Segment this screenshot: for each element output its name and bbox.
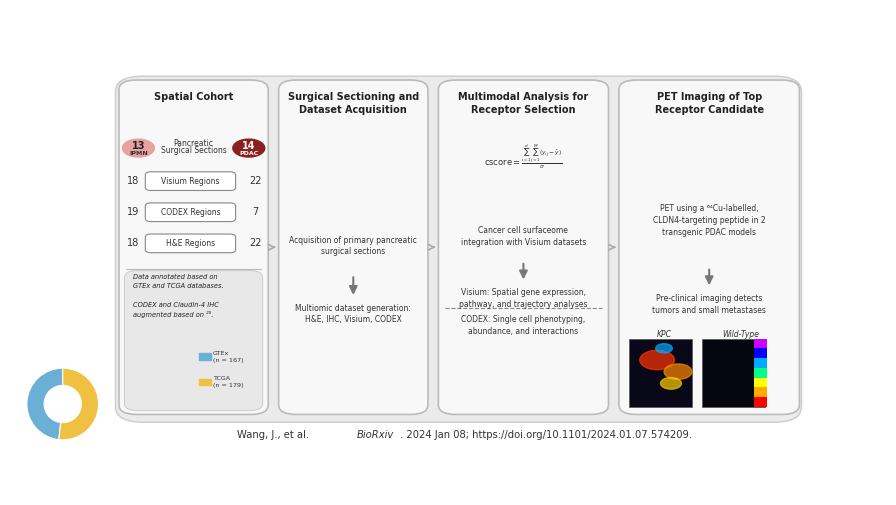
Text: Pre-clinical imaging detects
tumors and small metastases: Pre-clinical imaging detects tumors and … — [652, 294, 766, 315]
FancyBboxPatch shape — [754, 378, 767, 387]
Wedge shape — [27, 368, 63, 440]
Text: 19: 19 — [126, 207, 139, 217]
FancyBboxPatch shape — [145, 234, 236, 252]
Text: 22: 22 — [249, 176, 262, 186]
FancyBboxPatch shape — [754, 397, 767, 407]
Text: Surgical Sections: Surgical Sections — [160, 146, 227, 156]
FancyBboxPatch shape — [279, 80, 428, 415]
Bar — [199, 354, 211, 360]
Text: 18: 18 — [126, 176, 139, 186]
Text: 22: 22 — [249, 238, 262, 248]
Circle shape — [660, 378, 682, 389]
Circle shape — [233, 139, 265, 157]
Circle shape — [664, 364, 692, 379]
Wedge shape — [59, 368, 99, 440]
FancyBboxPatch shape — [619, 80, 799, 415]
FancyBboxPatch shape — [754, 368, 767, 378]
Text: CODEX Regions: CODEX Regions — [160, 208, 220, 217]
FancyBboxPatch shape — [754, 358, 767, 368]
Text: 7: 7 — [253, 207, 259, 217]
FancyBboxPatch shape — [438, 80, 608, 415]
Text: PDAC: PDAC — [239, 151, 258, 156]
Text: CODEX: Single cell phenotyping,
abundance, and interactions: CODEX: Single cell phenotyping, abundanc… — [461, 315, 586, 336]
Text: 18: 18 — [126, 238, 139, 248]
Text: KPC: KPC — [657, 330, 671, 339]
FancyBboxPatch shape — [754, 387, 767, 397]
Circle shape — [640, 350, 675, 370]
Text: Visium: Spatial gene expression,
pathway, and trajectory analyses: Visium: Spatial gene expression, pathway… — [459, 288, 588, 309]
FancyBboxPatch shape — [145, 203, 236, 222]
Text: Spatial Cohort: Spatial Cohort — [154, 92, 233, 102]
FancyBboxPatch shape — [754, 348, 767, 358]
Text: 13: 13 — [132, 141, 145, 151]
Text: Multimodal Analysis for
Receptor Selection: Multimodal Analysis for Receptor Selecti… — [459, 92, 589, 115]
Text: CODEX and Claudin-4 IHC
augmented based on ²⁵.: CODEX and Claudin-4 IHC augmented based … — [133, 301, 219, 318]
Text: Data annotated based on
GTEx and TCGA databases.: Data annotated based on GTEx and TCGA da… — [133, 275, 223, 289]
FancyBboxPatch shape — [754, 339, 767, 348]
Bar — [199, 379, 211, 385]
FancyBboxPatch shape — [125, 271, 263, 411]
Text: Cancer cell surfaceome
integration with Visium datasets: Cancer cell surfaceome integration with … — [461, 226, 586, 246]
Text: IPMN: IPMN — [129, 151, 148, 156]
Text: Wild-Type: Wild-Type — [722, 330, 759, 339]
Text: PET Imaging of Top
Receptor Candidate: PET Imaging of Top Receptor Candidate — [655, 92, 763, 115]
Text: Acquisition of primary pancreatic
surgical sections: Acquisition of primary pancreatic surgic… — [289, 235, 418, 257]
FancyBboxPatch shape — [145, 172, 236, 190]
Text: Visium Regions: Visium Regions — [161, 177, 220, 186]
Text: Wang, J., et al.: Wang, J., et al. — [237, 430, 312, 440]
Text: H&E Regions: H&E Regions — [166, 239, 215, 248]
Text: GTEx
(n = 167): GTEx (n = 167) — [212, 351, 244, 363]
Text: . 2024 Jan 08; https://doi.org/10.1101/2024.01.07.574209.: . 2024 Jan 08; https://doi.org/10.1101/2… — [401, 430, 693, 440]
Text: Pancreatic: Pancreatic — [174, 138, 213, 147]
FancyBboxPatch shape — [702, 339, 765, 407]
Text: Surgical Sectioning and
Dataset Acquisition: Surgical Sectioning and Dataset Acquisit… — [288, 92, 419, 115]
FancyBboxPatch shape — [116, 76, 802, 422]
FancyBboxPatch shape — [119, 80, 268, 415]
Text: BioRxiv: BioRxiv — [357, 430, 393, 440]
Text: Multiomic dataset generation:
H&E, IHC, Visium, CODEX: Multiomic dataset generation: H&E, IHC, … — [296, 304, 411, 324]
Circle shape — [656, 344, 672, 353]
Text: PET using a ⁶⁴Cu-labelled,
CLDN4-targeting peptide in 2
transgenic PDAC models: PET using a ⁶⁴Cu-labelled, CLDN4-targeti… — [653, 205, 765, 237]
Text: $\mathrm{cscore} = \frac{\sum_{i=1}^{d}\sum_{j=1}^{M}(y_{ij}-\hat{y})}{\sigma}$: $\mathrm{cscore} = \frac{\sum_{i=1}^{d}\… — [484, 142, 563, 171]
Circle shape — [123, 139, 154, 157]
Text: 14: 14 — [242, 141, 255, 151]
Text: TCGA
(n = 179): TCGA (n = 179) — [212, 376, 244, 388]
FancyBboxPatch shape — [629, 339, 692, 407]
